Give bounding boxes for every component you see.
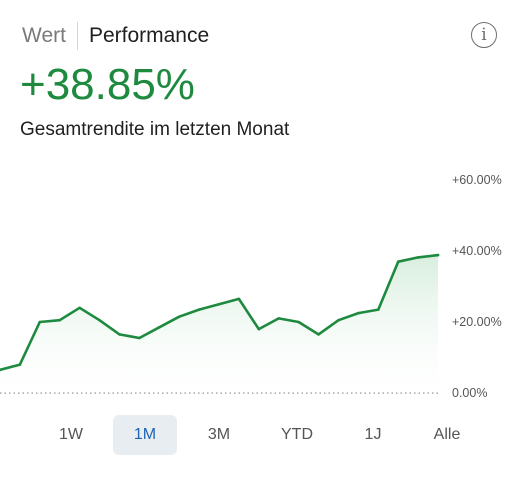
data-point — [436, 253, 440, 257]
data-point — [38, 320, 42, 324]
period-1w[interactable]: 1W — [59, 426, 83, 443]
data-point — [118, 333, 121, 336]
data-point — [297, 320, 300, 324]
period-alle[interactable]: Alle — [433, 426, 461, 443]
data-point — [416, 256, 420, 259]
y-tick-label: 0.00% — [452, 386, 487, 400]
tab-performance[interactable]: Performance — [88, 24, 210, 47]
data-point — [0, 368, 2, 372]
period-selector: 1W 1M 3M YTD 1J Alle — [0, 415, 520, 457]
data-point — [277, 317, 281, 320]
view-tabs: Wert Performance — [22, 22, 209, 50]
data-point — [138, 336, 141, 340]
y-tick-label: +20.00% — [452, 315, 502, 329]
total-return-caption: Gesamtrendite im letzten Monat — [20, 119, 290, 140]
data-point — [18, 363, 22, 366]
total-return-value: +38.85% — [20, 60, 195, 109]
period-3m[interactable]: 3M — [207, 426, 231, 443]
data-point — [158, 326, 161, 329]
data-point — [237, 297, 241, 301]
period-1j[interactable]: 1J — [364, 426, 382, 443]
data-point — [177, 315, 181, 318]
data-point — [58, 318, 61, 322]
tab-wert[interactable]: Wert — [22, 24, 66, 47]
performance-chart: +60.00% +40.00% +20.00% 0.00% — [0, 173, 502, 400]
data-point — [197, 308, 201, 311]
data-point — [337, 318, 340, 322]
data-point — [377, 308, 380, 311]
performance-area-fill — [0, 255, 438, 393]
tab-divider — [76, 22, 78, 50]
data-point — [217, 303, 221, 306]
data-point — [78, 306, 81, 310]
data-point — [98, 318, 101, 322]
period-1m[interactable]: 1M — [113, 415, 177, 455]
data-point — [357, 311, 360, 315]
period-ytd[interactable]: YTD — [281, 426, 313, 443]
y-tick-label: +40.00% — [452, 244, 502, 258]
data-point — [396, 260, 400, 263]
data-point — [257, 327, 261, 331]
y-tick-label: +60.00% — [452, 173, 502, 187]
info-icon[interactable]: i — [471, 22, 497, 48]
data-point — [317, 333, 320, 336]
